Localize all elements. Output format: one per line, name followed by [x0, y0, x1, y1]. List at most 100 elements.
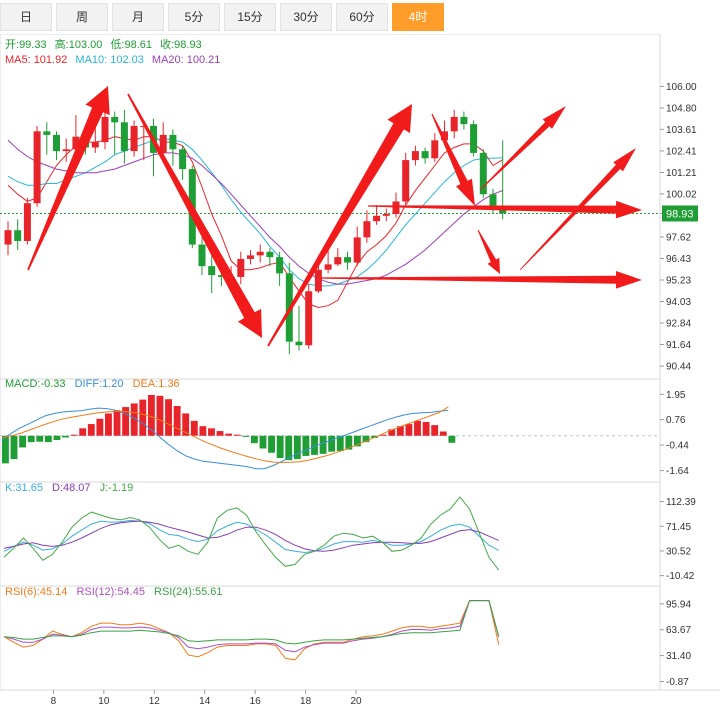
price-tick-label: 102.41: [666, 146, 697, 157]
legend-j-value: -1.19: [108, 482, 133, 494]
candle-body: [4, 230, 12, 245]
tab-4hour[interactable]: 4时: [392, 3, 444, 31]
macd-bar: [44, 435, 52, 443]
dea-line: [1, 406, 449, 464]
macd-panel: [1, 394, 456, 470]
macd-bar: [268, 435, 275, 453]
candle-body: [489, 194, 497, 207]
last-price-marker: 98.93: [662, 205, 698, 222]
price-tick-label: 92.84: [666, 318, 691, 329]
macd-bar: [113, 410, 121, 436]
tab-5min[interactable]: 5分: [168, 3, 220, 31]
tab-60min[interactable]: 60分: [336, 3, 388, 31]
candle-body: [431, 140, 439, 159]
macd-bar: [79, 428, 87, 436]
kdj-tick-label: 30.52: [666, 546, 691, 557]
candle-body: [159, 134, 167, 153]
macd-bar: [156, 395, 164, 436]
legend-j-label: J:: [100, 482, 109, 494]
candle-body: [91, 142, 99, 148]
macd-tick-label: -1.64: [666, 466, 689, 477]
legend-macd-value: -0.33: [40, 378, 65, 390]
candles: [4, 106, 507, 355]
macd-bar: [345, 435, 353, 450]
tab-30min[interactable]: 30分: [280, 3, 332, 31]
tab-day[interactable]: 日: [0, 3, 52, 31]
macd-bar: [96, 418, 104, 436]
legend-d-label: D:: [52, 482, 63, 494]
macd-bar: [53, 435, 61, 440]
macd-bar: [396, 426, 404, 436]
tab-month[interactable]: 月: [112, 3, 164, 31]
j-line: [3, 496, 500, 571]
macd-bar: [139, 399, 147, 436]
ma-legend: MA5: 101.92 MA10: 102.03 MA20: 100.21: [5, 54, 220, 66]
candle-body: [33, 131, 41, 204]
candle-body: [314, 269, 322, 292]
candle-body: [373, 215, 381, 222]
macd-bar: [422, 421, 430, 436]
price-tick-label: 100.02: [666, 189, 697, 200]
macd-bar: [165, 399, 172, 436]
price-tick-label: 106.00: [666, 82, 697, 93]
legend-rsi24-value: 55.61: [195, 586, 223, 598]
rsi-tick-label: 95.94: [666, 599, 691, 610]
x-tick-label: 16: [250, 696, 262, 707]
macd-bar: [10, 435, 18, 460]
candle-body: [460, 116, 468, 125]
candle-body: [247, 255, 254, 259]
legend-ma5-label: MA5:: [5, 54, 31, 66]
price-tick-label: 90.44: [666, 362, 691, 373]
candle-body: [470, 124, 478, 153]
candle-body: [101, 116, 109, 143]
tab-15min[interactable]: 15分: [224, 3, 276, 31]
candle-body: [402, 160, 410, 202]
price-tick-label: 96.43: [666, 254, 691, 265]
macd-legend: MACD:-0.33 DIFF:1.20 DEA:1.36: [5, 378, 180, 390]
rsi-legend: RSI(6):45.14 RSI(12):54.45 RSI(24):55.61: [5, 586, 223, 598]
macd-bar: [122, 407, 130, 436]
macd-bar: [62, 435, 69, 438]
price-tick-label: 101.21: [666, 168, 697, 179]
annotation-arrow: [127, 93, 262, 338]
rsi24-line: [3, 600, 500, 645]
macd-bar: [70, 434, 78, 436]
legend-dea-label: DEA:: [133, 378, 159, 390]
annotation-arrow: [27, 86, 110, 271]
candle-body: [53, 134, 60, 152]
price-tick-label: 103.61: [666, 125, 697, 136]
annotation-arrow: [479, 106, 566, 191]
legend-ma10-label: MA10:: [75, 54, 107, 66]
macd-bar: [208, 428, 215, 436]
candle-body: [411, 151, 419, 161]
annotation-arrow: [431, 113, 475, 206]
macd-bar: [182, 413, 190, 436]
tab-week[interactable]: 周: [56, 3, 108, 31]
price-tick-label: 97.62: [666, 233, 691, 244]
macd-bar: [353, 435, 361, 447]
x-axis-labels: 8 10 12 14 16 18 20: [51, 690, 362, 707]
x-tick-label: 8: [51, 696, 57, 707]
legend-rsi12-value: 54.45: [117, 586, 145, 598]
kdj-legend: K:31.65 D:48.07 J:-1.19: [5, 482, 133, 494]
candle-body: [140, 125, 148, 127]
x-tick-label: 20: [350, 696, 362, 707]
legend-ma5-value: 101.92: [34, 54, 68, 66]
candlestick-chart[interactable]: 106.00 104.80 103.61 102.41 101.21 100.02 97.6…: [0, 34, 720, 712]
candle-body: [276, 257, 284, 274]
macd-tick-label: -0.44: [666, 441, 689, 452]
rsi6-line: [3, 600, 500, 661]
legend-open-label: 开:: [5, 39, 19, 51]
price-tick-label: 104.80: [666, 103, 697, 114]
legend-low-value: 98.61: [125, 39, 153, 51]
macd-bar: [414, 420, 421, 436]
annotation-arrow: [519, 148, 636, 271]
macd-bar: [216, 431, 224, 436]
price-tick-label: 91.64: [666, 340, 691, 351]
rsi12-line: [3, 600, 500, 653]
macd-bar: [87, 424, 95, 436]
legend-macd-label: MACD:: [5, 378, 40, 390]
kdj-tick-label: 71.45: [666, 522, 691, 533]
candle-body: [382, 214, 390, 216]
candle-body: [353, 237, 361, 263]
